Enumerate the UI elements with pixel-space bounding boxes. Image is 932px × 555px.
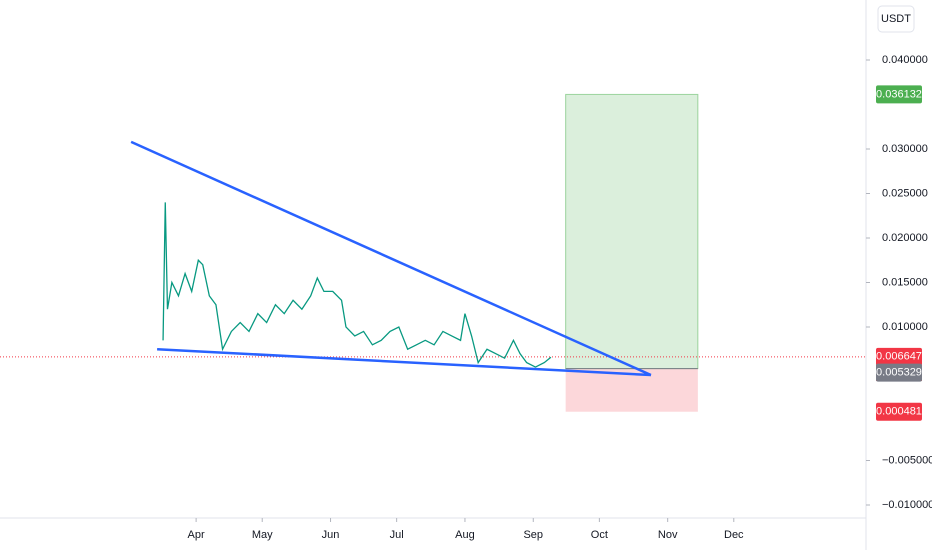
x-tick-label: Sep	[523, 529, 543, 541]
x-tick-label: Oct	[591, 529, 608, 541]
y-tick-label: 0.015000	[882, 276, 928, 288]
x-tick-label: Jul	[390, 529, 404, 541]
entry-label-box	[876, 363, 922, 382]
y-tick-label: 0.040000	[882, 54, 928, 66]
x-tick-label: Nov	[658, 529, 678, 541]
y-tick-label: 0.020000	[882, 232, 928, 244]
y-tick-label: −0.010000	[882, 499, 932, 511]
unit-label: USDT	[881, 13, 911, 25]
x-tick-label: Aug	[455, 529, 475, 541]
last-price-label-box	[876, 347, 922, 366]
trendline	[130, 140, 652, 377]
profit-zone	[565, 93, 699, 370]
y-tick-label: 0.025000	[882, 187, 928, 199]
trendline	[157, 348, 651, 377]
x-tick-label: May	[252, 529, 273, 541]
y-tick-label: 0.010000	[882, 321, 928, 333]
stop-label: 0.000481	[876, 406, 922, 418]
unit-box[interactable]	[877, 5, 915, 33]
y-tick-label: −0.005000	[882, 454, 932, 466]
last-price-label: 0.006647	[876, 351, 922, 363]
entry-label: 0.005329	[876, 366, 922, 378]
y-tick-label: 0.030000	[882, 143, 928, 155]
loss-zone	[565, 368, 698, 412]
x-tick-label: Dec	[724, 529, 744, 541]
target-label: 0.036132	[876, 88, 922, 100]
x-tick-label: Jun	[322, 529, 340, 541]
stop-label-box	[876, 402, 922, 421]
target-label-box	[876, 85, 922, 104]
x-tick-label: Apr	[188, 529, 205, 541]
price-line	[162, 202, 552, 368]
